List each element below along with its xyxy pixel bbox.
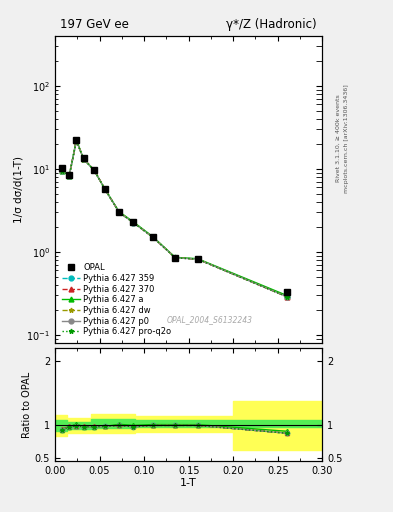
Pythia 6.427 dw xyxy=(195,256,200,262)
Pythia 6.427 370 xyxy=(92,167,97,173)
Pythia 6.427 a xyxy=(284,292,289,298)
Pythia 6.427 dw xyxy=(103,186,107,192)
Pythia 6.427 370 xyxy=(74,138,79,144)
Line: Pythia 6.427 dw: Pythia 6.427 dw xyxy=(60,138,289,299)
Pythia 6.427 370 xyxy=(195,256,200,262)
Pythia 6.427 p0 xyxy=(103,186,107,192)
Pythia 6.427 dw xyxy=(74,138,79,144)
Pythia 6.427 359 xyxy=(195,256,200,262)
X-axis label: 1-T: 1-T xyxy=(180,478,197,488)
Pythia 6.427 pro-q2o xyxy=(117,209,121,216)
Text: Rivet 3.1.10, ≥ 400k events: Rivet 3.1.10, ≥ 400k events xyxy=(336,94,341,182)
Line: Pythia 6.427 a: Pythia 6.427 a xyxy=(60,137,289,298)
Pythia 6.427 p0 xyxy=(173,255,178,261)
Pythia 6.427 a xyxy=(131,219,136,225)
Pythia 6.427 dw xyxy=(117,209,121,216)
Pythia 6.427 dw xyxy=(284,293,289,300)
Pythia 6.427 a xyxy=(92,167,97,174)
Pythia 6.427 pro-q2o xyxy=(173,255,178,261)
Pythia 6.427 p0 xyxy=(60,167,64,174)
Pythia 6.427 359 xyxy=(284,293,289,300)
Pythia 6.427 pro-q2o xyxy=(74,138,79,144)
Pythia 6.427 359 xyxy=(117,209,121,216)
Pythia 6.427 p0 xyxy=(151,234,155,241)
Line: Pythia 6.427 359: Pythia 6.427 359 xyxy=(60,138,289,299)
Pythia 6.427 a xyxy=(195,255,200,262)
Pythia 6.427 dw xyxy=(60,167,64,174)
Pythia 6.427 dw xyxy=(92,167,97,174)
Pythia 6.427 p0 xyxy=(74,138,79,144)
Pythia 6.427 370 xyxy=(103,186,107,192)
Pythia 6.427 pro-q2o xyxy=(131,220,136,226)
Y-axis label: Ratio to OPAL: Ratio to OPAL xyxy=(22,371,32,438)
Pythia 6.427 p0 xyxy=(117,209,121,216)
Pythia 6.427 pro-q2o xyxy=(67,173,72,179)
Pythia 6.427 359 xyxy=(60,167,64,174)
Pythia 6.427 a xyxy=(81,156,86,162)
Pythia 6.427 a xyxy=(67,173,72,179)
Pythia 6.427 359 xyxy=(103,186,107,192)
Pythia 6.427 pro-q2o xyxy=(284,293,289,300)
Text: γ*/Z (Hadronic): γ*/Z (Hadronic) xyxy=(226,18,317,31)
Pythia 6.427 p0 xyxy=(92,167,97,174)
Pythia 6.427 p0 xyxy=(195,256,200,262)
Pythia 6.427 pro-q2o xyxy=(195,256,200,262)
Pythia 6.427 pro-q2o xyxy=(60,167,64,174)
Pythia 6.427 pro-q2o xyxy=(92,167,97,174)
Pythia 6.427 370 xyxy=(81,156,86,162)
Pythia 6.427 p0 xyxy=(131,220,136,226)
Pythia 6.427 a xyxy=(117,209,121,215)
Line: Pythia 6.427 p0: Pythia 6.427 p0 xyxy=(60,138,289,299)
Pythia 6.427 370 xyxy=(67,172,72,178)
Pythia 6.427 359 xyxy=(151,234,155,241)
Pythia 6.427 370 xyxy=(117,209,121,216)
Text: mcplots.cern.ch [arXiv:1306.3436]: mcplots.cern.ch [arXiv:1306.3436] xyxy=(344,84,349,193)
Pythia 6.427 p0 xyxy=(81,156,86,162)
Pythia 6.427 a xyxy=(74,137,79,143)
Pythia 6.427 a xyxy=(173,254,178,261)
Pythia 6.427 359 xyxy=(92,167,97,174)
Y-axis label: 1/σ dσ/d(1-T): 1/σ dσ/d(1-T) xyxy=(13,156,24,223)
Pythia 6.427 dw xyxy=(151,234,155,241)
Pythia 6.427 a xyxy=(60,167,64,174)
Pythia 6.427 a xyxy=(103,186,107,192)
Pythia 6.427 dw xyxy=(131,220,136,226)
Pythia 6.427 p0 xyxy=(67,173,72,179)
Pythia 6.427 p0 xyxy=(284,293,289,300)
Pythia 6.427 dw xyxy=(173,255,178,261)
Pythia 6.427 370 xyxy=(131,219,136,225)
Line: Pythia 6.427 370: Pythia 6.427 370 xyxy=(60,138,289,299)
Line: Pythia 6.427 pro-q2o: Pythia 6.427 pro-q2o xyxy=(60,138,289,299)
Pythia 6.427 370 xyxy=(173,255,178,261)
Pythia 6.427 370 xyxy=(151,234,155,241)
Pythia 6.427 370 xyxy=(60,167,64,174)
Pythia 6.427 dw xyxy=(81,156,86,162)
Pythia 6.427 pro-q2o xyxy=(151,234,155,241)
Text: 197 GeV ee: 197 GeV ee xyxy=(61,18,129,31)
Text: OPAL_2004_S6132243: OPAL_2004_S6132243 xyxy=(167,315,253,325)
Pythia 6.427 359 xyxy=(74,138,79,144)
Pythia 6.427 pro-q2o xyxy=(81,156,86,162)
Pythia 6.427 dw xyxy=(67,173,72,179)
Pythia 6.427 370 xyxy=(284,293,289,300)
Pythia 6.427 pro-q2o xyxy=(103,186,107,192)
Legend: OPAL, Pythia 6.427 359, Pythia 6.427 370, Pythia 6.427 a, Pythia 6.427 dw, Pythi: OPAL, Pythia 6.427 359, Pythia 6.427 370… xyxy=(59,261,174,339)
Pythia 6.427 359 xyxy=(173,255,178,261)
Pythia 6.427 359 xyxy=(67,173,72,179)
Pythia 6.427 359 xyxy=(81,156,86,162)
Pythia 6.427 a xyxy=(151,234,155,240)
Pythia 6.427 359 xyxy=(131,220,136,226)
